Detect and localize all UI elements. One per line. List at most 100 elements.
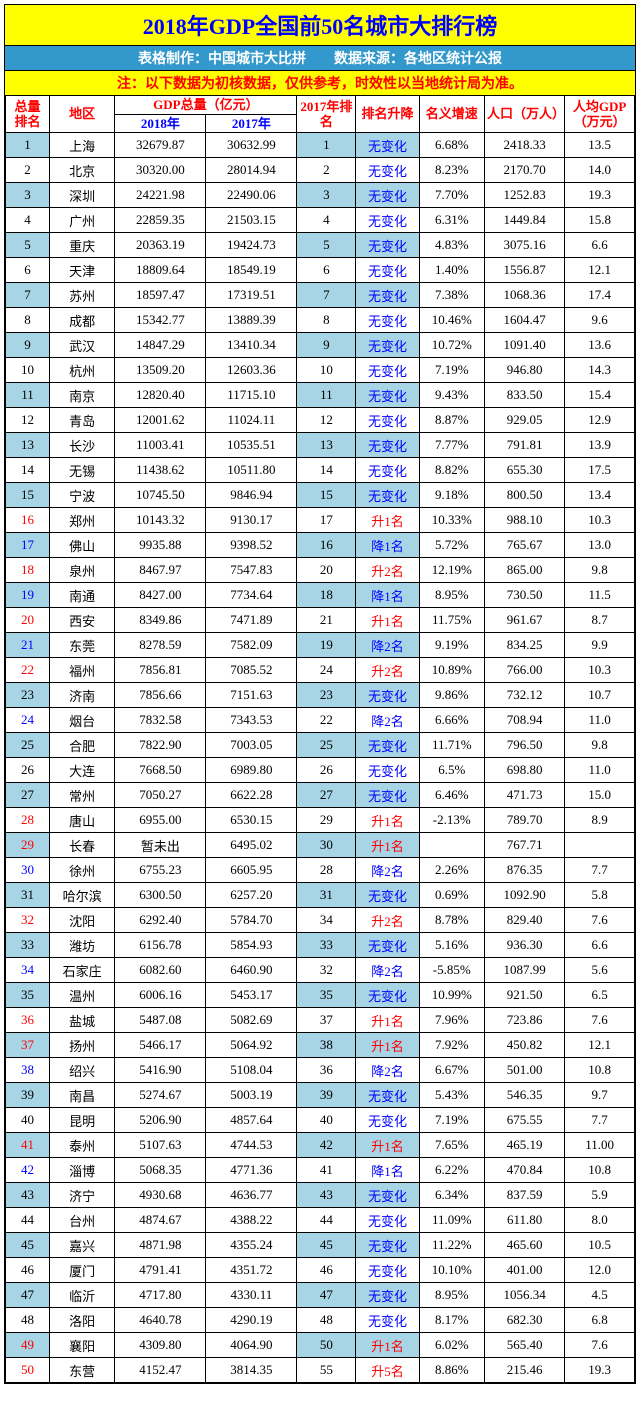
table-cell: 24221.98 — [115, 183, 206, 208]
table-cell: 6257.20 — [206, 883, 297, 908]
table-cell: 升2名 — [356, 908, 419, 933]
table-cell: 6.46% — [419, 783, 484, 808]
table-cell: 22 — [6, 658, 50, 683]
table-cell: 无变化 — [356, 1308, 419, 1333]
table-cell: 福州 — [49, 658, 114, 683]
table-cell: 2170.70 — [484, 158, 564, 183]
table-cell: 11024.11 — [206, 408, 297, 433]
table-cell: 升1名 — [356, 833, 419, 858]
table-cell: 1091.40 — [484, 333, 564, 358]
table-cell: 3814.35 — [206, 1358, 297, 1383]
table-cell: 23 — [6, 683, 50, 708]
table-cell: 12.0 — [565, 1258, 635, 1283]
table-cell: 无变化 — [356, 1208, 419, 1233]
table-cell: 4330.11 — [206, 1283, 297, 1308]
table-cell: 升2名 — [356, 658, 419, 683]
table-row: 26大连7668.506989.8026无变化6.5%698.8011.0 — [6, 758, 635, 783]
table-cell: 10535.51 — [206, 433, 297, 458]
table-cell: 1 — [6, 133, 50, 158]
table-cell: 20 — [297, 558, 356, 583]
table-row: 10杭州13509.2012603.3610无变化7.19%946.8014.3 — [6, 358, 635, 383]
table-cell: 6755.23 — [115, 858, 206, 883]
table-cell: 14 — [297, 458, 356, 483]
table-cell: 7471.89 — [206, 608, 297, 633]
table-row: 20西安8349.867471.8921升1名11.75%961.678.7 — [6, 608, 635, 633]
table-cell: 546.35 — [484, 1083, 564, 1108]
table-cell: 47 — [6, 1283, 50, 1308]
table-cell: 5108.04 — [206, 1058, 297, 1083]
table-cell: 降2名 — [356, 708, 419, 733]
table-cell: 24 — [6, 708, 50, 733]
table-cell: 8 — [6, 308, 50, 333]
table-cell: 5.6 — [565, 958, 635, 983]
table-cell: 4.5 — [565, 1283, 635, 1308]
table-cell: 石家庄 — [49, 958, 114, 983]
table-cell: 8278.59 — [115, 633, 206, 658]
table-cell: 无变化 — [356, 983, 419, 1008]
table-cell: 829.40 — [484, 908, 564, 933]
table-cell: 8.0 — [565, 1208, 635, 1233]
table-cell: 7 — [6, 283, 50, 308]
table-cell: 7.38% — [419, 283, 484, 308]
table-cell: 降2名 — [356, 858, 419, 883]
table-cell: 13.5 — [565, 133, 635, 158]
table-cell: 6.6 — [565, 933, 635, 958]
table-row: 48洛阳4640.784290.1948无变化8.17%682.306.8 — [6, 1308, 635, 1333]
table-row: 43济宁4930.684636.7743无变化6.34%837.595.9 — [6, 1183, 635, 1208]
table-row: 24烟台7832.587343.5322降2名6.66%708.9411.0 — [6, 708, 635, 733]
table-row: 16郑州10143.329130.1717升1名10.33%988.1010.3 — [6, 508, 635, 533]
table-cell: 10.3 — [565, 658, 635, 683]
table-cell: 7668.50 — [115, 758, 206, 783]
table-cell: 无变化 — [356, 358, 419, 383]
table-cell: 6495.02 — [206, 833, 297, 858]
table-cell: 17.5 — [565, 458, 635, 483]
table-row: 6天津18809.6418549.196无变化1.40%1556.8712.1 — [6, 258, 635, 283]
table-cell: 6.5% — [419, 758, 484, 783]
col-pop: 人口（万人） — [484, 96, 564, 133]
table-cell: 32 — [297, 958, 356, 983]
table-row: 7苏州18597.4717319.517无变化7.38%1068.3617.4 — [6, 283, 635, 308]
table-cell: 无变化 — [356, 1183, 419, 1208]
table-cell: 401.00 — [484, 1258, 564, 1283]
table-row: 8成都15342.7713889.398无变化10.46%1604.479.6 — [6, 308, 635, 333]
table-cell: 13889.39 — [206, 308, 297, 333]
table-cell: 升1名 — [356, 508, 419, 533]
table-cell: 9.18% — [419, 483, 484, 508]
table-cell: 42 — [297, 1133, 356, 1158]
table-cell: 4640.78 — [115, 1308, 206, 1333]
table-cell: 重庆 — [49, 233, 114, 258]
table-cell: 14 — [6, 458, 50, 483]
table-cell: 台州 — [49, 1208, 114, 1233]
table-cell: 7.65% — [419, 1133, 484, 1158]
table-cell: 7.6 — [565, 1008, 635, 1033]
table-cell: 9 — [297, 333, 356, 358]
table-cell: 3 — [297, 183, 356, 208]
table-cell: 5.9 — [565, 1183, 635, 1208]
table-cell: 11.75% — [419, 608, 484, 633]
table-cell: 9935.88 — [115, 533, 206, 558]
table-row: 35温州6006.165453.1735无变化10.99%921.506.5 — [6, 983, 635, 1008]
table-cell: 42 — [6, 1158, 50, 1183]
table-cell: 无变化 — [356, 408, 419, 433]
table-cell: 7582.09 — [206, 633, 297, 658]
table-row: 30徐州6755.236605.9528降2名2.26%876.357.7 — [6, 858, 635, 883]
table-cell: 8.95% — [419, 1283, 484, 1308]
table-cell: 15342.77 — [115, 308, 206, 333]
col-change: 排名升降 — [356, 96, 419, 133]
table-cell: 565.40 — [484, 1333, 564, 1358]
table-cell: 6.31% — [419, 208, 484, 233]
table-cell: 471.73 — [484, 783, 564, 808]
table-row: 1上海32679.8730632.991无变化6.68%2418.3313.5 — [6, 133, 635, 158]
table-cell: 6.68% — [419, 133, 484, 158]
table-row: 28唐山6955.006530.1529升1名-2.13%789.708.9 — [6, 808, 635, 833]
table-cell: 8.82% — [419, 458, 484, 483]
table-cell: 7832.58 — [115, 708, 206, 733]
table-cell: 4351.72 — [206, 1258, 297, 1283]
table-cell: 40 — [6, 1108, 50, 1133]
table-cell: 无变化 — [356, 683, 419, 708]
table-cell: 4.83% — [419, 233, 484, 258]
table-cell: 11438.62 — [115, 458, 206, 483]
table-cell: 东莞 — [49, 633, 114, 658]
table-cell: 厦门 — [49, 1258, 114, 1283]
table-cell: 723.86 — [484, 1008, 564, 1033]
